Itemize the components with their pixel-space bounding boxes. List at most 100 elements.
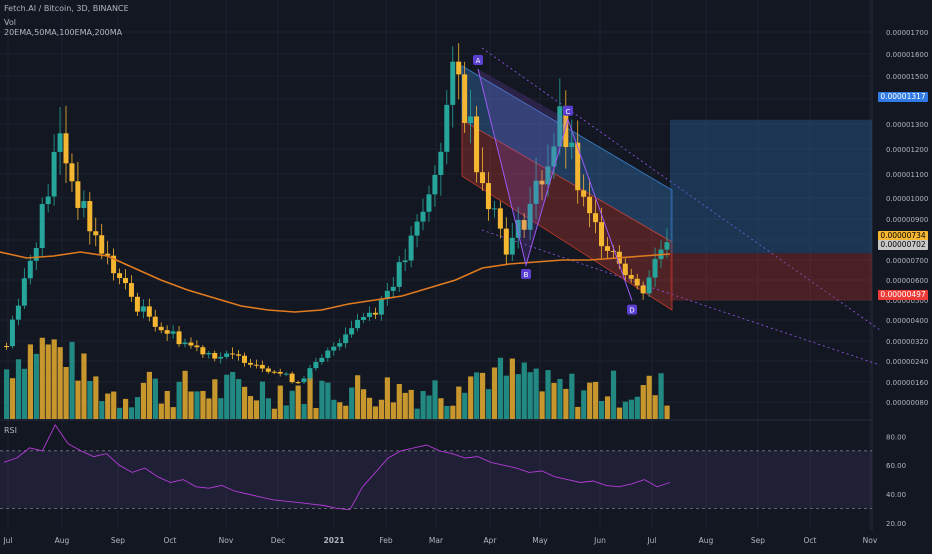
long-position-tool — [670, 119, 872, 301]
rsi-tick-label: 40.00 — [886, 491, 906, 499]
candle-body — [75, 181, 81, 208]
candle-body — [521, 219, 527, 230]
candle-body — [146, 306, 152, 317]
volume-bar — [325, 382, 331, 419]
volume-bar — [194, 391, 200, 419]
candle-body — [337, 343, 343, 347]
volume-bar — [616, 407, 623, 419]
price-tick-label: 0.00001200 — [886, 146, 928, 154]
candle-body — [99, 235, 105, 254]
candle-body — [21, 278, 27, 306]
volume-bar — [539, 391, 545, 419]
profit-zone — [670, 119, 872, 254]
time-tick-label: Aug — [55, 536, 70, 545]
time-tick-label: Apr — [484, 536, 498, 545]
volume-bar — [378, 399, 385, 419]
price-tick-label: 0.00000240 — [886, 358, 928, 366]
price-tick-label: 0.00000500 — [886, 297, 928, 305]
price-tick-label: 0.00000400 — [886, 317, 928, 325]
volume-bar — [105, 393, 111, 419]
volume-bar — [230, 371, 236, 419]
volume-bar — [480, 372, 486, 419]
candle-body — [474, 116, 480, 173]
rsi-tick-label: 60.00 — [886, 462, 906, 470]
volume-bar — [456, 386, 462, 419]
candle-body — [509, 237, 515, 255]
volume-bar — [491, 367, 498, 419]
candle-body — [289, 373, 295, 383]
candle-body — [33, 248, 39, 261]
rsi-tick-label: 80.00 — [886, 433, 906, 441]
volume-bar — [474, 372, 480, 419]
candle-body — [230, 353, 236, 355]
candle-body — [9, 319, 15, 347]
candle-body — [295, 382, 301, 384]
time-tick-label: Sep — [751, 536, 765, 545]
candle-body — [247, 362, 253, 365]
target-price-tag: 0.00001317 — [878, 92, 928, 102]
volume-bar — [509, 358, 515, 419]
candle-body — [462, 74, 468, 123]
pattern-point-d-label: D — [629, 307, 634, 315]
candle-body — [158, 326, 164, 331]
volume-bar — [307, 373, 313, 419]
volume-bars — [4, 337, 670, 419]
rsi-panel: 80.00 60.00 40.00 20.00 — [0, 424, 906, 528]
candle-body — [384, 290, 390, 299]
volume-bar — [444, 405, 450, 419]
pattern-point-b-label: B — [524, 271, 529, 279]
volume-bar — [212, 379, 218, 419]
volume-bar — [628, 399, 634, 419]
time-tick-label: Jun — [593, 536, 606, 545]
candle-body — [57, 133, 63, 152]
time-tick-label: Jul — [646, 536, 656, 545]
candle-body — [491, 208, 497, 210]
candle-body — [628, 275, 634, 279]
candle-body — [39, 204, 45, 249]
volume-legend: Vol — [4, 18, 16, 27]
candle-body — [414, 221, 420, 236]
candle-body — [51, 151, 57, 197]
volume-bar — [569, 373, 575, 419]
candle-body — [27, 260, 33, 279]
volume-bar — [313, 408, 319, 419]
candle-body — [164, 330, 170, 334]
volume-bar — [146, 371, 152, 419]
volume-bar — [599, 400, 605, 419]
volume-bar — [468, 376, 474, 419]
price-tick-label: 0.00000080 — [886, 399, 928, 407]
volume-bar — [57, 347, 63, 419]
candle-body — [206, 352, 212, 355]
ema-line-path — [0, 251, 671, 313]
volume-bar — [247, 396, 254, 419]
volume-bar — [271, 408, 277, 419]
volume-bar — [242, 386, 248, 419]
volume-bar — [301, 403, 307, 419]
candle-body — [224, 353, 230, 357]
candle-body — [259, 364, 265, 369]
volume-bar — [51, 339, 57, 419]
candle-body — [539, 180, 545, 185]
candle-body — [343, 334, 349, 344]
volume-bar — [408, 389, 414, 419]
candle-body — [194, 345, 200, 348]
trend-line-lower — [481, 229, 881, 366]
volume-bar — [426, 395, 432, 419]
candle-body — [87, 201, 93, 232]
candle-body — [652, 259, 658, 278]
volume-bar — [200, 390, 206, 419]
rsi-line — [3, 424, 671, 511]
candle-body — [432, 174, 438, 195]
candle-body — [497, 208, 503, 229]
chart-title: Fetch.AI / Bitcoin, 3D, BINANCE — [4, 4, 129, 13]
candle-body — [515, 219, 521, 238]
volume-bar — [575, 406, 581, 419]
candle-body — [622, 263, 628, 276]
pattern-point-a-label: A — [476, 57, 481, 65]
candle-body — [111, 255, 117, 274]
volume-bar — [402, 392, 408, 419]
candle-body — [593, 213, 599, 223]
volume-bar — [587, 382, 593, 419]
